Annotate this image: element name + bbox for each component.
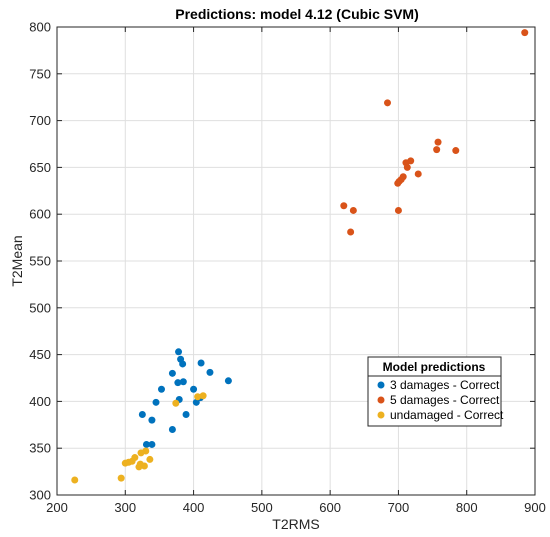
- legend-marker: [377, 411, 385, 419]
- x-tick-label: 500: [251, 500, 273, 515]
- data-point: [224, 377, 232, 385]
- legend-entry-label: 5 damages - Correct: [390, 393, 500, 407]
- data-point: [414, 170, 422, 178]
- data-point: [121, 459, 129, 467]
- data-point: [117, 474, 125, 482]
- data-points: [71, 29, 529, 484]
- x-tick-label: 200: [46, 500, 68, 515]
- data-point: [433, 146, 441, 154]
- data-point: [384, 99, 392, 107]
- y-tick-label: 800: [29, 20, 51, 35]
- data-point: [168, 369, 176, 377]
- legend-box: [367, 356, 502, 427]
- data-point: [349, 206, 357, 214]
- y-tick-label: 600: [29, 207, 51, 222]
- y-tick-label: 450: [29, 347, 51, 362]
- x-tick-label: 700: [388, 500, 410, 515]
- data-point: [148, 416, 156, 424]
- legend-marker: [377, 396, 385, 404]
- data-point: [192, 398, 200, 406]
- y-tick-label: 500: [29, 300, 51, 315]
- data-point: [521, 29, 529, 37]
- legend-entry-label: undamaged - Correct: [390, 408, 504, 422]
- data-point: [190, 385, 198, 393]
- data-point: [199, 392, 207, 400]
- data-point: [394, 206, 402, 214]
- data-point: [175, 348, 183, 356]
- y-tick-label: 700: [29, 113, 51, 128]
- data-point: [172, 399, 180, 407]
- data-point: [394, 179, 402, 187]
- data-point: [137, 449, 145, 457]
- data-point: [71, 476, 79, 484]
- data-point: [452, 147, 460, 155]
- data-point: [179, 378, 187, 386]
- legend-entry-label: 3 damages - Correct: [390, 378, 500, 392]
- data-point: [146, 455, 154, 463]
- data-point: [347, 228, 355, 236]
- data-point: [148, 440, 156, 448]
- y-tick-label: 650: [29, 160, 51, 175]
- legend-marker: [377, 381, 385, 389]
- grid: [56, 26, 536, 496]
- y-tick-label: 350: [29, 441, 51, 456]
- data-point: [174, 379, 182, 387]
- y-tick-label: 750: [29, 66, 51, 81]
- y-axis-label: T2Mean: [9, 235, 25, 286]
- data-point: [157, 385, 165, 393]
- data-point: [138, 411, 146, 419]
- data-point: [194, 393, 202, 401]
- data-point: [340, 202, 348, 210]
- legend-title: Model predictions: [383, 360, 486, 374]
- chart-title: Predictions: model 4.12 (Cubic SVM): [175, 6, 419, 22]
- x-axis-label: T2RMS: [272, 516, 319, 532]
- data-point: [168, 425, 176, 433]
- data-point: [142, 440, 150, 448]
- data-point: [434, 138, 442, 146]
- y-tick-label: 550: [29, 254, 51, 269]
- data-point: [403, 163, 411, 171]
- x-tick-label: 300: [114, 500, 136, 515]
- x-tick-label: 600: [319, 500, 341, 515]
- data-point: [182, 411, 190, 419]
- data-point: [197, 359, 205, 367]
- x-tick-label: 800: [456, 500, 478, 515]
- data-point: [206, 368, 214, 376]
- y-tick-label: 300: [29, 488, 51, 503]
- axis-ticks: 200 300 400 500 600 700 800 9003003504004505005…: [29, 20, 546, 516]
- y-tick-label: 400: [29, 394, 51, 409]
- data-point: [136, 460, 144, 468]
- data-point: [179, 360, 187, 368]
- x-tick-label: 900: [524, 500, 546, 515]
- data-point: [152, 398, 160, 406]
- x-tick-label: 400: [183, 500, 205, 515]
